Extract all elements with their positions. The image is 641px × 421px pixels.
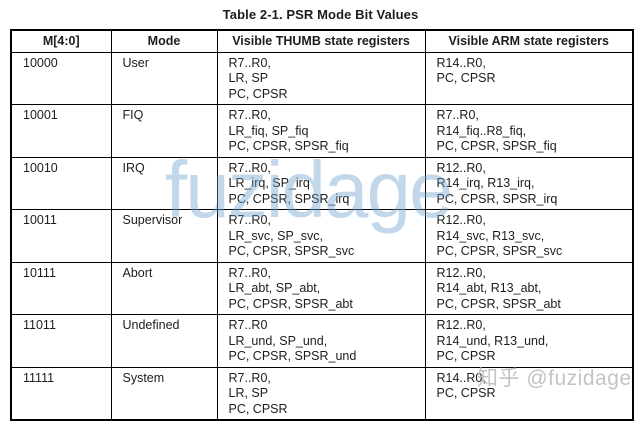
m-bits-cell: 10111: [10, 261, 112, 315]
mode-cell: User: [110, 51, 218, 105]
table-row: 11011 Undefined R7..R0 LR_und, SP_und, P…: [10, 314, 634, 368]
thumb-registers-cell: R7..R0, LR_svc, SP_svc, PC, CPSR, SPSR_s…: [216, 209, 426, 263]
mode-cell: Abort: [110, 261, 218, 315]
thumb-registers-cell: R7..R0, LR, SP PC, CPSR: [216, 51, 426, 105]
arm-registers-cell: R7..R0, R14_fiq..R8_fiq, PC, CPSR, SPSR_…: [424, 104, 634, 158]
table-row: 10000 User R7..R0, LR, SP PC, CPSR R14..…: [10, 51, 634, 105]
header-arm-registers: Visible ARM state registers: [424, 29, 634, 53]
mode-cell: Undefined: [110, 314, 218, 368]
thumb-registers-cell: R7..R0 LR_und, SP_und, PC, CPSR, SPSR_un…: [216, 314, 426, 368]
thumb-registers-cell: R7..R0, LR_fiq, SP_fiq PC, CPSR, SPSR_fi…: [216, 104, 426, 158]
table-row: 10111 Abort R7..R0, LR_abt, SP_abt, PC, …: [10, 261, 634, 315]
m-bits-cell: 10000: [10, 51, 112, 105]
mode-cell: Supervisor: [110, 209, 218, 263]
mode-cell: FIQ: [110, 104, 218, 158]
arm-registers-cell: R14..R0, PC, CPSR: [424, 51, 634, 105]
table-row: 10001 FIQ R7..R0, LR_fiq, SP_fiq PC, CPS…: [10, 104, 634, 158]
table-row: 10010 IRQ R7..R0, LR_irq, SP_irq PC, CPS…: [10, 156, 634, 210]
psr-mode-table: M[4:0] Mode Visible THUMB state register…: [10, 29, 634, 421]
table-row: 11111 System R7..R0, LR, SP PC, CPSR R14…: [10, 366, 634, 421]
header-m-bits: M[4:0]: [10, 29, 112, 53]
mode-cell: IRQ: [110, 156, 218, 210]
header-mode: Mode: [110, 29, 218, 53]
mode-cell: System: [110, 366, 218, 421]
m-bits-cell: 10010: [10, 156, 112, 210]
m-bits-cell: 11011: [10, 314, 112, 368]
thumb-registers-cell: R7..R0, LR, SP PC, CPSR: [216, 366, 426, 421]
m-bits-cell: 10011: [10, 209, 112, 263]
arm-registers-cell: R12..R0, R14_und, R13_und, PC, CPSR: [424, 314, 634, 368]
table-row: 10011 Supervisor R7..R0, LR_svc, SP_svc,…: [10, 209, 634, 263]
arm-registers-cell: R14..R0, PC, CPSR: [424, 366, 634, 421]
header-thumb-registers: Visible THUMB state registers: [216, 29, 426, 53]
arm-registers-cell: R12..R0, R14_abt, R13_abt, PC, CPSR, SPS…: [424, 261, 634, 315]
thumb-registers-cell: R7..R0, LR_abt, SP_abt, PC, CPSR, SPSR_a…: [216, 261, 426, 315]
thumb-registers-cell: R7..R0, LR_irq, SP_irq PC, CPSR, SPSR_ir…: [216, 156, 426, 210]
m-bits-cell: 10001: [10, 104, 112, 158]
m-bits-cell: 11111: [10, 366, 112, 421]
arm-registers-cell: R12..R0, R14_irq, R13_irq, PC, CPSR, SPS…: [424, 156, 634, 210]
header-row: M[4:0] Mode Visible THUMB state register…: [10, 29, 634, 53]
table-title: Table 2-1. PSR Mode Bit Values: [222, 7, 419, 22]
arm-registers-cell: R12..R0, R14_svc, R13_svc, PC, CPSR, SPS…: [424, 209, 634, 263]
